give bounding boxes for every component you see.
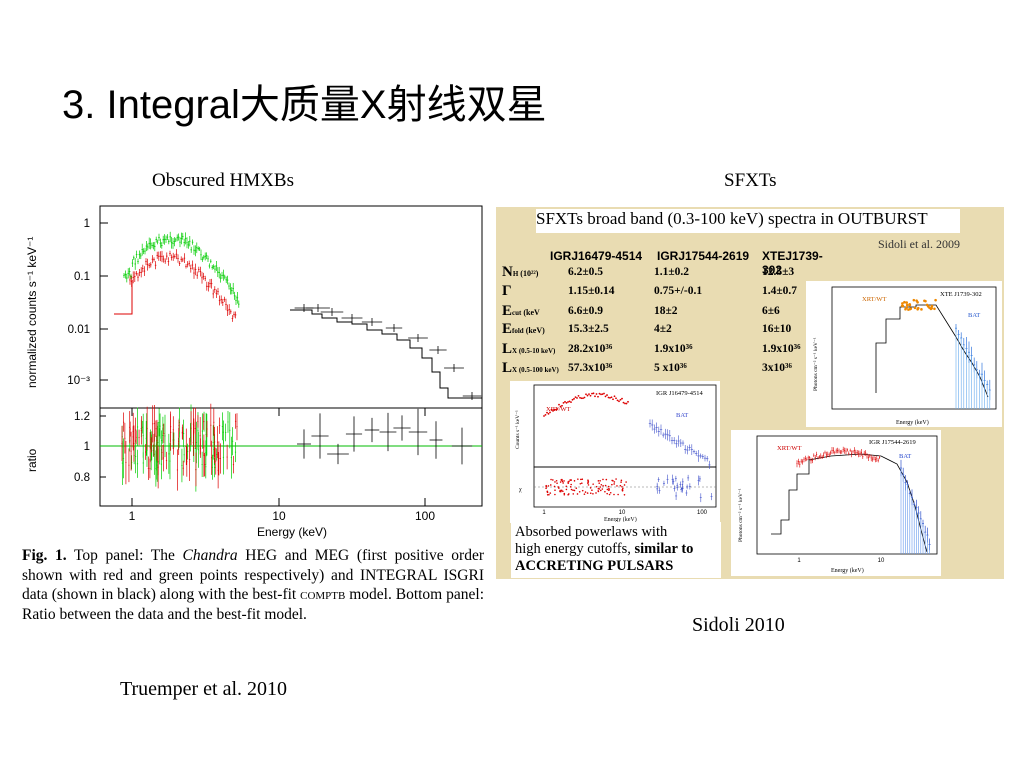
table-row-label: NH (10²²) bbox=[502, 264, 539, 280]
model-step-line bbox=[290, 309, 482, 399]
igr164-xlabel: Energy (keV) bbox=[604, 516, 637, 523]
isgri-spectrum bbox=[294, 304, 482, 400]
ratio-isgri-points bbox=[297, 408, 473, 465]
left-citation: Truemper et al. 2010 bbox=[120, 678, 288, 700]
table-cell: 1.9x10³⁶ bbox=[654, 343, 693, 355]
heg-spectrum bbox=[129, 249, 237, 322]
top-panel-frame bbox=[99, 205, 483, 409]
xtick-100: 100 bbox=[415, 509, 435, 523]
table-cell: 16±10 bbox=[762, 323, 792, 335]
meg-spectrum bbox=[123, 231, 240, 308]
heg-box bbox=[114, 280, 133, 315]
igr164-ylabel: Counts s⁻¹ keV⁻¹ bbox=[515, 410, 521, 449]
bottom-ytick-1: 1 bbox=[84, 441, 90, 453]
table-cell: 57.3x10³⁶ bbox=[568, 362, 613, 374]
igr17544-inset: IGR J17544-2619 XRT/WT BAT Energy (keV) … bbox=[731, 430, 941, 576]
table-row-label: Efold (keV) bbox=[502, 321, 545, 337]
table-cell: 6.2±0.5 bbox=[568, 266, 604, 278]
xte-xrt-label: XRT/WT bbox=[862, 296, 887, 303]
bottom-ylabel: ratio bbox=[25, 448, 39, 472]
table-cell: 1.15±0.14 bbox=[568, 285, 615, 297]
table-cell: 6.6±0.9 bbox=[568, 305, 604, 317]
top-ytick-1e-3: 10⁻³ bbox=[67, 375, 90, 387]
bottom-ytick-0.8: 0.8 bbox=[74, 472, 90, 484]
xlabel: Energy (keV) bbox=[257, 525, 327, 539]
top-ytick-0.01: 0.01 bbox=[68, 324, 90, 336]
ratio-heg-points bbox=[121, 403, 238, 491]
right-citation: Sidoli 2010 bbox=[692, 614, 785, 636]
table-cell: 15.3±2.5 bbox=[568, 323, 609, 335]
table-row-label: Γ bbox=[502, 283, 512, 299]
sfxt-header: SFXTs broad band (0.3-100 keV) spectra i… bbox=[536, 209, 960, 233]
svg-text:1: 1 bbox=[797, 558, 801, 564]
table-cell: 12.5±3 bbox=[762, 266, 795, 278]
svg-text:1: 1 bbox=[542, 510, 546, 516]
table-row-label: Ecut (keV bbox=[502, 303, 540, 319]
parameter-table: IGRJ16479-4514 IGRJ17544-2619 XTEJ1739-3… bbox=[502, 249, 823, 376]
top-ytick-1: 1 bbox=[84, 218, 90, 230]
table-cell: 1.4±0.7 bbox=[762, 285, 798, 297]
left-figure-label: Obscured HMXBs bbox=[152, 170, 294, 191]
xte-inset: XTE J1739-302 XRT/WT BAT Energy (keV) Ph… bbox=[806, 281, 1002, 427]
caption-label: Fig. 1. bbox=[22, 547, 67, 564]
table-row-label: LX (0.5-10 keV) bbox=[502, 341, 556, 357]
svg-text:100: 100 bbox=[697, 510, 708, 516]
table-cell: 28.2x10³⁶ bbox=[568, 343, 613, 355]
xte-name: XTE J1739-302 bbox=[940, 291, 982, 298]
xte-ylabel: Photons cm⁻² s⁻¹ keV⁻¹ bbox=[813, 337, 819, 391]
bottom-panel-frame bbox=[99, 407, 483, 507]
igr175-xlabel: Energy (keV) bbox=[831, 567, 864, 574]
svg-text:10: 10 bbox=[619, 510, 626, 516]
table-cell: 1.9x10³⁶ bbox=[762, 343, 801, 355]
top-ylabel: normalized counts s⁻¹ keV⁻¹ bbox=[25, 237, 39, 388]
igr164-xrt-label: XRT/WT bbox=[546, 406, 571, 413]
xtick-10: 10 bbox=[272, 509, 286, 523]
table-cell: 5 x10³⁶ bbox=[654, 362, 687, 374]
right-figure-label: SFXTs bbox=[724, 170, 777, 191]
xte-xlabel: Energy (keV) bbox=[896, 419, 929, 426]
table-cell: 1.1±0.2 bbox=[654, 266, 690, 278]
table-cell: 4±2 bbox=[654, 323, 672, 335]
slide-title: 3. Integral大质量X射线双星 bbox=[62, 83, 547, 127]
spectrum-figure: normalized counts s⁻¹ keV⁻¹ ratio 1 0.1 … bbox=[25, 205, 483, 539]
svg-text:10: 10 bbox=[878, 558, 885, 564]
xte-bat-label: BAT bbox=[968, 312, 980, 319]
figure-caption: Fig. 1. Top panel: The Chandra HEG and M… bbox=[22, 547, 485, 623]
bottom-ytick-1.2: 1.2 bbox=[74, 411, 90, 423]
table-row-label: LX (0.5-100 keV) bbox=[502, 360, 559, 376]
igr175-bat-label: BAT bbox=[899, 453, 911, 460]
table-cell: 18±2 bbox=[654, 305, 678, 317]
igr16479-inset: IGR J16479-4514 XRT/WT BAT Energy (keV) … bbox=[510, 381, 720, 523]
igr175-ylabel: Photons cm⁻² s⁻¹ keV⁻¹ bbox=[738, 488, 744, 542]
sfxt-reference: Sidoli et al. 2009 bbox=[878, 237, 960, 251]
igr164-ratio-label: χ bbox=[519, 487, 522, 493]
top-ytick-0.1: 0.1 bbox=[74, 271, 90, 283]
igr164-bat-label: BAT bbox=[676, 412, 688, 419]
igr175-name: IGR J17544-2619 bbox=[869, 439, 916, 446]
igr164-name: IGR J16479-4514 bbox=[656, 390, 704, 397]
table-cell: 3x10³⁶ bbox=[762, 362, 792, 374]
table-cell: 0.75+/-0.1 bbox=[654, 285, 703, 297]
igr175-xrt-label: XRT/WT bbox=[777, 445, 802, 452]
table-cell: 6±6 bbox=[762, 305, 780, 317]
sfxt-note: Absorbed powerlaws with high energy cuto… bbox=[511, 522, 721, 578]
xtick-1: 1 bbox=[129, 509, 136, 523]
